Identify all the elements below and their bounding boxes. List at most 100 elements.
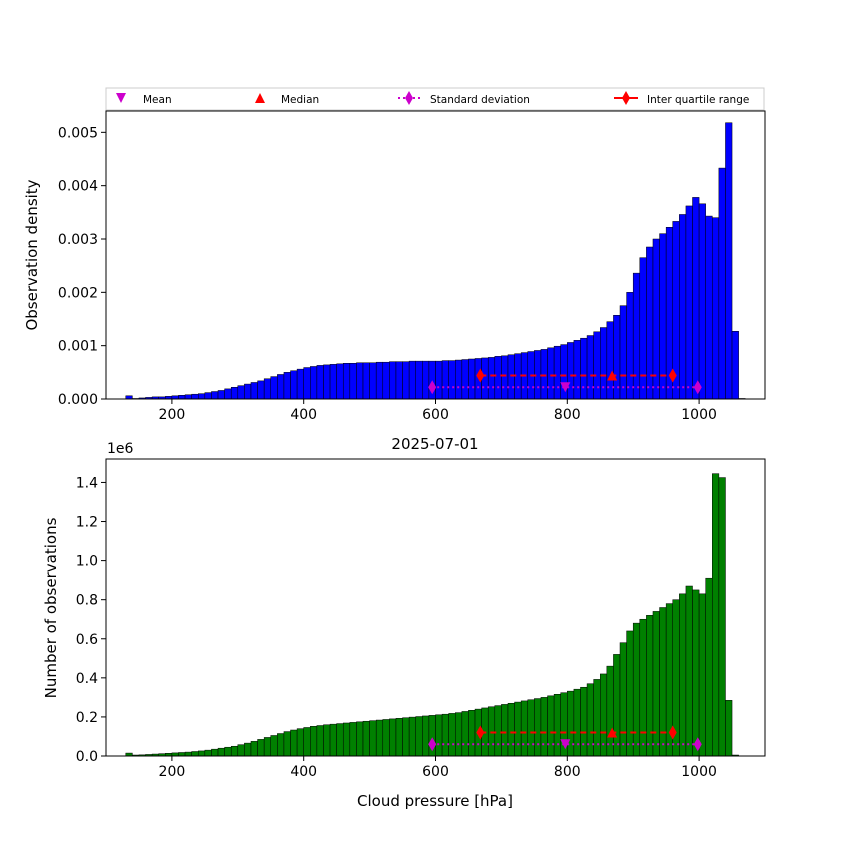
y-tick-label: 0.000 <box>58 392 98 408</box>
histogram-bar <box>692 197 700 400</box>
x-tick-label: 800 <box>554 764 581 780</box>
histogram-bar <box>448 713 456 757</box>
count-statistics <box>428 725 702 752</box>
legend: Mean Median Standard deviation Inter qua… <box>105 87 765 111</box>
histogram-bar <box>224 388 232 400</box>
legend-median-marker <box>255 93 265 103</box>
histogram-bar <box>250 741 258 757</box>
histogram-bar <box>323 724 331 757</box>
histogram-bar <box>257 739 265 757</box>
histogram-bar <box>178 395 186 400</box>
std-low-marker <box>428 380 437 395</box>
histogram-bar <box>290 729 298 757</box>
histogram-bar <box>725 700 733 757</box>
density-y-ticks: 0.000 0.001 0.002 0.003 0.004 0.005 <box>58 125 106 408</box>
chart-title: 2025-07-01 <box>391 435 478 453</box>
y-tick-label: 1.4 <box>76 475 98 491</box>
y-tick-label: 0.6 <box>76 632 98 648</box>
histogram-bar <box>263 737 272 757</box>
histogram-bar <box>573 688 581 757</box>
legend-frame <box>105 87 765 111</box>
histogram-bar <box>698 203 706 400</box>
histogram-bar <box>283 731 291 757</box>
legend-iqr-marker <box>622 91 630 105</box>
histogram-bar <box>501 704 509 757</box>
histogram-bar <box>441 360 449 400</box>
density-bars <box>125 122 746 400</box>
histogram-bar <box>362 720 370 757</box>
histogram-bar <box>725 122 733 400</box>
histogram-bar <box>626 630 634 757</box>
histogram-bar <box>487 357 496 400</box>
histogram-bar <box>310 726 318 757</box>
y-tick-label: 0.001 <box>58 339 98 355</box>
histogram-bar <box>507 354 515 400</box>
histogram-bar <box>257 380 265 400</box>
x-tick-label: 400 <box>290 407 317 423</box>
histogram-bar <box>389 361 397 400</box>
histogram-bar <box>712 473 720 757</box>
histogram-bar <box>198 750 206 757</box>
histogram-bar <box>422 715 430 757</box>
histogram-bar <box>626 292 634 400</box>
y-tick-label: 1.2 <box>76 515 98 531</box>
histogram-bar <box>455 359 463 400</box>
histogram-bar <box>415 360 423 400</box>
legend-median-label: Median <box>281 94 319 106</box>
histogram-bar <box>435 360 443 400</box>
density-x-ticks: 200 400 600 800 1000 <box>159 399 717 423</box>
y-tick-label: 1.0 <box>76 554 98 570</box>
histogram-bar <box>336 723 344 757</box>
histogram-bar <box>237 744 245 757</box>
count-y-offset-label: 1e6 <box>107 441 134 457</box>
legend-iqr-label: Inter quartile range <box>647 94 749 106</box>
histogram-bar <box>356 362 364 400</box>
histogram-bar <box>402 717 410 757</box>
histogram-bar <box>606 665 614 757</box>
histogram-bar <box>705 215 713 400</box>
histogram-bar <box>487 706 496 757</box>
histogram-bar <box>593 331 601 400</box>
iqr-low-marker <box>476 725 485 740</box>
histogram-bar <box>632 272 641 400</box>
histogram-bar <box>230 387 239 400</box>
histogram-bar <box>659 233 667 400</box>
legend-std-label: Standard deviation <box>430 94 530 106</box>
y-tick-label: 0.005 <box>58 125 98 141</box>
histogram-bar <box>731 331 739 400</box>
histogram-bar <box>191 393 199 400</box>
histogram-bar <box>461 359 469 400</box>
histogram-bar <box>250 382 258 400</box>
histogram-bar <box>395 718 403 757</box>
histogram-bar <box>244 742 252 757</box>
histogram-bar <box>507 702 515 757</box>
legend-mean-label: Mean <box>143 94 172 106</box>
histogram-bar <box>613 654 621 757</box>
histogram-bar <box>178 752 186 757</box>
x-tick-label: 1000 <box>681 764 717 780</box>
histogram-bar <box>494 356 502 400</box>
histogram-bar <box>718 167 726 400</box>
histogram-bar <box>422 360 430 400</box>
x-tick-label: 800 <box>554 407 581 423</box>
count-y-ticks: 0.0 0.2 0.4 0.6 0.8 1.0 1.2 1.4 <box>76 475 106 765</box>
histogram-bar <box>586 335 594 400</box>
legend-symbols <box>116 91 638 105</box>
mean-marker <box>560 382 571 393</box>
histogram-bar <box>277 733 285 757</box>
histogram-bar <box>263 378 272 400</box>
histogram-bar <box>375 719 384 757</box>
histogram-bar <box>455 712 463 757</box>
histogram-bar <box>705 577 713 757</box>
histogram-bar <box>718 477 726 757</box>
histogram-bar <box>211 748 219 757</box>
density-y-axis-title: Observation density <box>23 179 41 330</box>
histogram-bar <box>501 355 509 400</box>
histogram-bar <box>408 716 416 757</box>
histogram-bar <box>435 714 443 757</box>
histogram-bar <box>217 747 225 757</box>
histogram-bar <box>639 257 647 400</box>
histogram-bar <box>600 327 608 400</box>
histogram-bar <box>534 698 542 757</box>
